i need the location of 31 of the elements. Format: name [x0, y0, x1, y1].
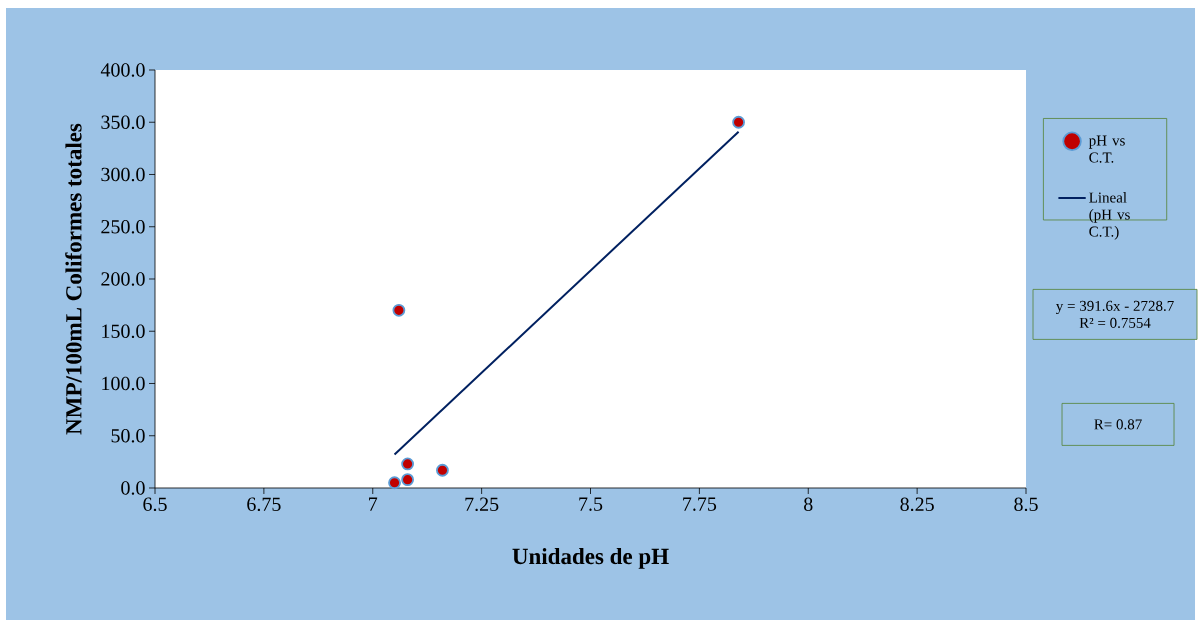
y-tick-label: 350.0 — [101, 115, 145, 130]
point — [401, 457, 414, 471]
x-axis-title: Unidades de pH — [512, 547, 669, 569]
text: R² = 0.7554 — [1079, 317, 1151, 328]
x-tick-label: 6.75 — [247, 497, 281, 512]
y-tick-label: 150.0 — [102, 324, 145, 339]
point — [401, 473, 414, 487]
x-tick-label: 8.25 — [900, 497, 934, 512]
y-tick-label: 50.0 — [111, 428, 145, 443]
x-tick-label: 8.5 — [1014, 497, 1038, 512]
text: R= 0.87 — [1094, 419, 1142, 430]
x-tick-label: 7.75 — [683, 497, 717, 511]
point — [388, 476, 401, 490]
x-tick-label: 7.5 — [579, 497, 603, 511]
x-tick-label: 7.25 — [465, 497, 499, 512]
y-tick-label: 100.0 — [102, 376, 145, 391]
y-tick-label: 0.0 — [121, 481, 145, 495]
x-tick-label: 6.5 — [143, 497, 167, 512]
point — [436, 463, 449, 477]
point — [392, 303, 406, 317]
y-tick-label: 400.0 — [100, 63, 145, 77]
x-tick-label: 7 — [369, 497, 378, 511]
text: y = 391.6x - 2728.7 — [1055, 300, 1174, 315]
y-tick-label: 250.0 — [101, 219, 145, 234]
y-axis-title: NMP/100mL Coliformes totales — [65, 123, 82, 435]
legend-label: pH vs C.T. — [1088, 135, 1125, 163]
point — [732, 115, 745, 129]
x-tick-label: 8 — [804, 497, 813, 512]
y-tick-label: 200.0 — [101, 272, 145, 286]
y-tick-label: 300.0 — [101, 167, 145, 182]
legend-label: Lineal (pH vs C.T.) — [1089, 192, 1130, 240]
